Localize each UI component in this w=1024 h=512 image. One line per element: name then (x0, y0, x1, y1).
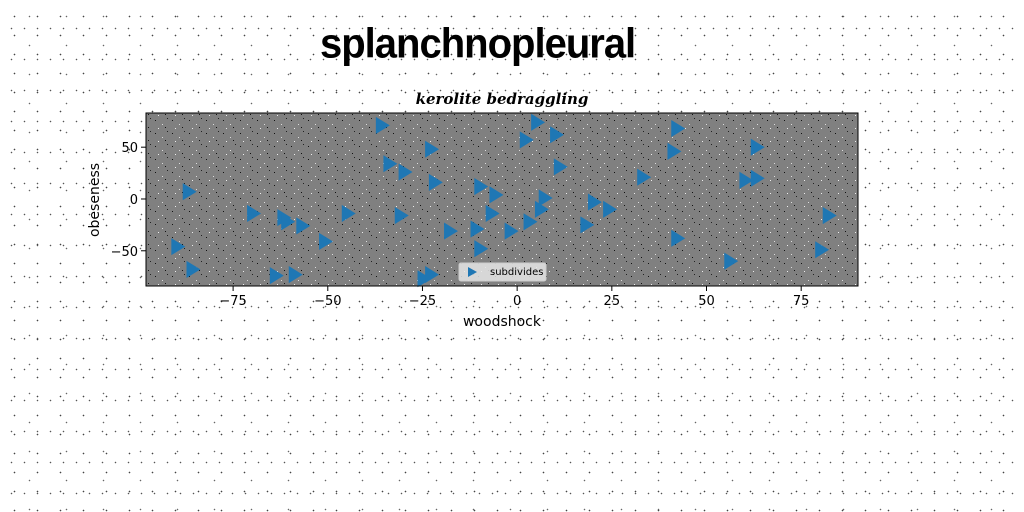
x-tick-label: −50 (314, 294, 341, 309)
data-point (269, 267, 284, 285)
data-point (428, 173, 443, 191)
data-point (186, 260, 201, 278)
x-axis-ticks: −75 −50 −25 0 25 50 75 (219, 286, 809, 309)
x-tick-label: 25 (604, 294, 621, 309)
data-point (587, 193, 602, 211)
data-point (281, 213, 296, 231)
data-point (504, 222, 519, 240)
data-point (822, 207, 837, 225)
data-points (171, 113, 837, 288)
data-point (671, 119, 686, 138)
data-point (425, 266, 440, 284)
y-tick-label: 50 (121, 141, 138, 156)
chart-title: kerolite bedraggling (416, 90, 589, 108)
data-point (724, 252, 739, 270)
legend-box (458, 262, 547, 282)
y-tick-label: −50 (111, 245, 138, 260)
data-point (739, 171, 754, 189)
x-tick-label: −25 (409, 294, 436, 309)
data-point (288, 266, 303, 284)
data-point (531, 113, 546, 131)
data-point (247, 204, 262, 223)
x-axis-label: woodshock (463, 314, 542, 330)
plot-area-noise (146, 113, 858, 286)
data-point (523, 213, 538, 231)
page-title: splanchnopleural (320, 20, 636, 68)
data-point (750, 138, 765, 156)
data-point (603, 200, 618, 218)
data-point (489, 186, 504, 204)
data-point (485, 204, 500, 223)
data-point (341, 204, 356, 223)
data-point (474, 178, 489, 196)
data-point (394, 207, 409, 225)
data-point (425, 140, 440, 158)
legend-label: subdivides (490, 267, 543, 278)
data-point (553, 158, 568, 176)
legend-marker (468, 267, 477, 277)
data-point (534, 200, 549, 218)
x-tick-label: 50 (698, 294, 715, 309)
x-tick-label: −75 (219, 294, 246, 309)
data-point (319, 232, 333, 251)
data-point (815, 241, 830, 259)
data-point (538, 189, 553, 207)
plot-frame (145, 112, 859, 287)
data-point (444, 222, 458, 240)
data-point (383, 155, 398, 173)
data-point (519, 131, 534, 149)
data-point (637, 168, 652, 186)
data-point (171, 238, 186, 256)
data-point (296, 217, 311, 235)
data-point (550, 126, 565, 144)
data-point (182, 183, 197, 201)
data-point (671, 229, 686, 247)
legend: subdivides (458, 262, 547, 282)
x-tick-label: 75 (793, 294, 810, 309)
y-axis-ticks: −50 0 50 (111, 141, 146, 260)
y-tick-label: 0 (130, 193, 138, 208)
data-point (667, 142, 682, 160)
data-point (750, 169, 765, 187)
data-point (580, 216, 595, 234)
data-point (398, 163, 413, 181)
data-point (417, 270, 432, 288)
data-point (375, 116, 390, 134)
y-axis-label: obeseness (87, 163, 103, 237)
data-point (474, 240, 489, 258)
data-point (470, 220, 485, 238)
x-tick-label: 0 (513, 294, 521, 309)
